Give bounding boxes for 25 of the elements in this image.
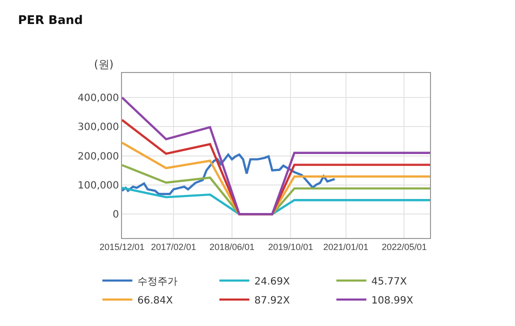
y-tick-label: 400,000 xyxy=(78,92,119,104)
y-tick-label: 300,000 xyxy=(78,122,119,134)
legend-label: 수정주가 xyxy=(137,276,178,288)
x-tick-label: 2018/06/01 xyxy=(209,242,254,252)
y-axis-title: (원) xyxy=(94,58,114,71)
y-tick-label: 100,000 xyxy=(78,180,119,192)
x-tick-label: 2017/02/01 xyxy=(151,242,196,252)
legend-label: 66.84X xyxy=(137,295,173,306)
line-series xyxy=(122,164,430,216)
legend-label: 45.77X xyxy=(371,276,407,288)
x-tick-label: 2021/01/01 xyxy=(323,242,368,252)
chart-title: PER Band xyxy=(18,12,83,27)
line-series xyxy=(122,154,336,196)
y-tick-label: 0 xyxy=(112,210,119,221)
y-tick-label: 200,000 xyxy=(78,151,119,162)
line-series xyxy=(122,118,430,216)
line-series xyxy=(122,142,430,216)
legend-label: 24.69X xyxy=(254,276,290,288)
line-series xyxy=(122,96,430,216)
legend-label: 108.99X xyxy=(371,295,414,306)
x-tick-label: 2015/12/01 xyxy=(99,242,145,252)
line-series xyxy=(122,186,430,216)
x-tick-label: 2019/10/01 xyxy=(268,242,314,252)
legend-label: 87.92X xyxy=(254,295,290,306)
x-tick-label: 2022/05/01 xyxy=(382,242,427,252)
